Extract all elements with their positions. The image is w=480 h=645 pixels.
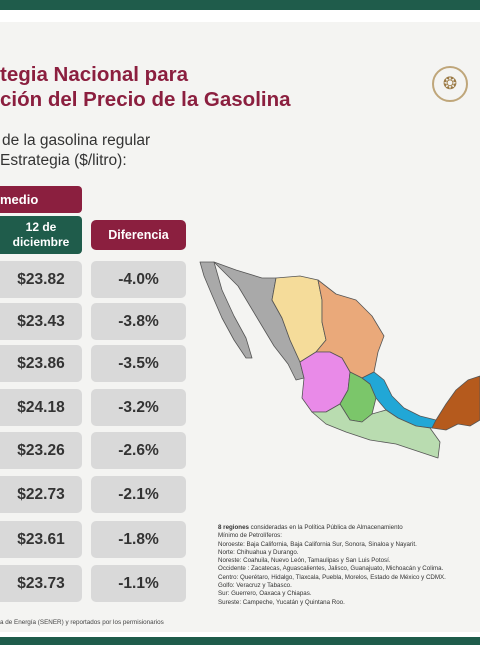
date-header-line-1: 12 de [25,220,57,234]
price-cell: $23.82 [0,261,82,298]
date-column-header: 12 de diciembre [0,216,82,254]
diff-cell: -3.5% [91,345,186,382]
date-header-line-2: diciembre [12,235,70,249]
footnote-line: Sur: Guerrero, Oaxaca y Chiapas. [218,590,312,598]
subtitle-line-1: de la gasolina regular [2,132,151,149]
map-region-sureste [431,375,480,431]
footnote-line: Norte: Chihuahua y Durango. [218,548,299,556]
price-cell: $22.73 [0,476,82,513]
slide-title: tegia Nacional para ción del Precio de l… [0,62,380,112]
footnote-lead-rest: consideradas en la Política Pública de A… [248,524,403,531]
price-group-header: medio [0,186,82,213]
map-region-noroeste-peninsula [199,261,253,359]
title-line-2: ción del Precio de la Gasolina [0,88,291,111]
price-cell: $24.18 [0,389,82,426]
footnote-line: Noroeste: Baja California, Baja Californ… [218,540,417,548]
difference-column-header: Diferencia [91,220,186,250]
price-cell: $23.73 [0,565,82,602]
mexico-regions-map [199,261,480,459]
slide-subtitle: de la gasolina regular Estrategia ($/lit… [0,131,220,171]
footnote-line: Centro: Querétaro, Hidalgo, Tlaxcala, Pu… [218,573,446,581]
source-note: a de Energía (SENER) y reportados por lo… [0,619,164,626]
diff-cell: -1.8% [91,521,186,558]
title-line-1: tegia Nacional para [0,63,188,86]
diff-cell: -2.6% [91,432,186,469]
price-cell: $23.61 [0,521,82,558]
footnote-line: Sureste: Campeche, Yucatán y Quintana Ro… [218,598,345,606]
diff-cell: -2.1% [91,476,186,513]
price-cell: $23.86 [0,345,82,382]
subtitle-line-2: Estrategia ($/litro): [0,152,127,169]
diff-cell: -1.1% [91,565,186,602]
diff-cell: -4.0% [91,261,186,298]
regions-footnote: 8 regiones consideradas en la Política P… [218,524,480,607]
footnote-line: Golfo: Veracruz y Tabasco. [218,582,292,590]
top-accent-bar [0,0,480,10]
footnote-line: Noreste: Coahuila, Nuevo León, Tamaulipa… [218,557,391,565]
diff-cell: -3.8% [91,303,186,340]
footnote-line: Mínimo de Petrolíferos: [218,532,282,540]
footnote-line: Occidente : Zacatecas, Aguascalientes, J… [218,565,444,573]
footnote-lead-bold: 8 regiones [218,524,249,531]
price-cell: $23.26 [0,432,82,469]
footnote-lead: 8 regiones consideradas en la Política P… [218,524,480,532]
price-cell: $23.43 [0,303,82,340]
bottom-accent-bar [0,637,480,645]
diff-cell: -3.2% [91,389,186,426]
map-region-sur [311,403,441,459]
mexico-coat-of-arms-icon: ❂ [432,66,468,102]
